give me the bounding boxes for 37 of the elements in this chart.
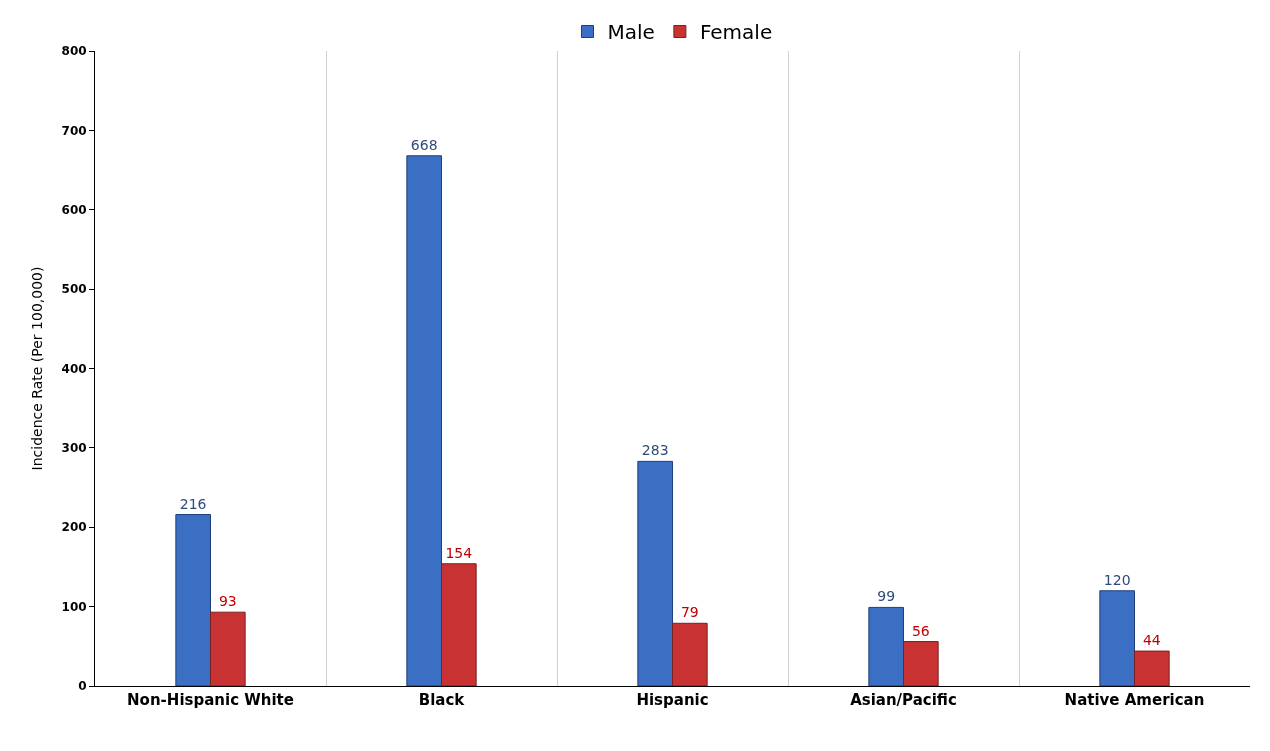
data-label: 120 xyxy=(1103,571,1131,588)
bar xyxy=(175,514,211,686)
bar xyxy=(1099,590,1135,686)
data-label: 154 xyxy=(445,544,473,561)
bar xyxy=(903,641,939,686)
data-label: 283 xyxy=(641,442,669,459)
x-tick-label: Native American xyxy=(1064,691,1205,709)
y-tick-label: 200 xyxy=(61,520,87,535)
x-tick-label: Black xyxy=(418,691,466,709)
y-tick-label: 600 xyxy=(61,202,87,217)
y-tick-label: 100 xyxy=(61,599,87,614)
y-tick-label: 300 xyxy=(61,441,87,456)
y-tick-label: 0 xyxy=(78,679,87,694)
data-label: 56 xyxy=(911,622,930,639)
bar xyxy=(441,563,477,686)
bar xyxy=(637,460,673,686)
bar xyxy=(1134,650,1170,686)
data-label: 44 xyxy=(1142,632,1161,649)
y-tick-label: 500 xyxy=(61,282,87,297)
data-label: 216 xyxy=(179,495,207,512)
legend-label: Male xyxy=(607,20,655,45)
data-label: 99 xyxy=(877,588,896,605)
x-tick-label: Hispanic xyxy=(636,691,709,709)
y-tick-label: 700 xyxy=(61,123,87,138)
bar xyxy=(210,611,246,686)
bar xyxy=(672,622,708,686)
data-label: 79 xyxy=(680,604,699,621)
x-tick-label: Non-Hispanic White xyxy=(127,691,294,709)
y-tick-label: 800 xyxy=(61,44,87,59)
bar xyxy=(406,155,442,686)
data-label: 93 xyxy=(218,593,237,610)
y-axis-title: Incidence Rate (Per 100,000) xyxy=(29,266,46,471)
data-label: 668 xyxy=(410,136,438,153)
y-tick-label: 400 xyxy=(61,361,87,376)
bar xyxy=(868,606,904,686)
legend-label: Female xyxy=(699,20,773,45)
x-tick-label: Asian/Pacific xyxy=(850,691,957,709)
